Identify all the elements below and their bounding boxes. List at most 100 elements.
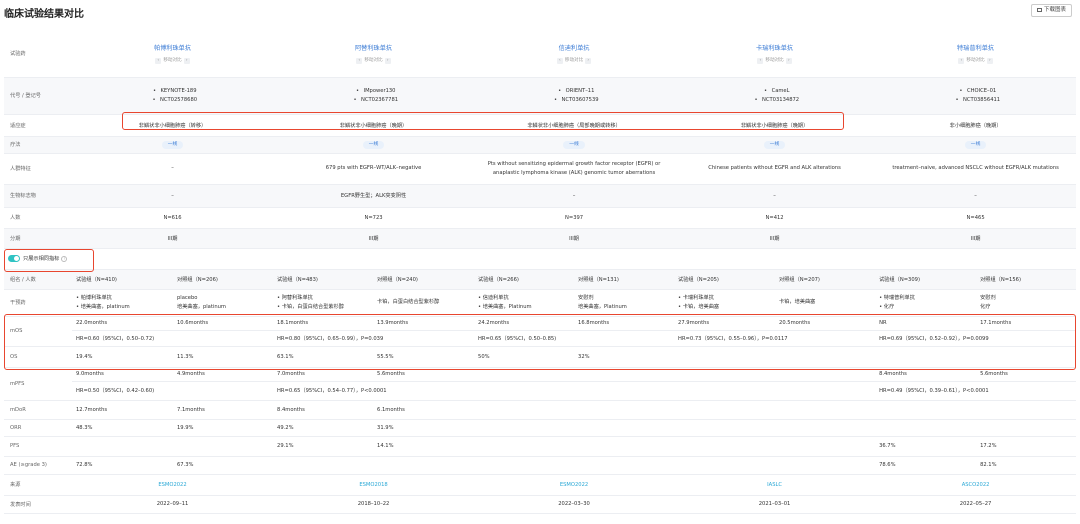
drug-name[interactable]: 阿替利珠单抗 bbox=[354, 44, 393, 52]
drug-name[interactable]: 卡瑞利珠单抗 bbox=[755, 44, 794, 52]
population-cell: – bbox=[72, 153, 274, 185]
move-right-icon[interactable]: › bbox=[585, 57, 592, 64]
pfs-cell: 36.7% bbox=[875, 436, 977, 457]
intervention-drug: • 化疗 bbox=[879, 303, 895, 310]
mdor-cell bbox=[674, 400, 776, 420]
mdor-cell: 12.7months bbox=[72, 400, 173, 420]
row-indication: 适应症 非鳞状非小细胞肺癌（转移） 非鳞状非小细胞肺癌（晚期） 非鳞状非小细胞肺癌（局… bbox=[4, 114, 1077, 137]
hr-cell: HR=0.80（95%CI，0.65–0.99），P=0.039 bbox=[273, 330, 475, 347]
row-group-label: 组名 / 人数 bbox=[4, 269, 72, 290]
row-therapy: 疗法 一线 一线 一线 一线 一线 bbox=[4, 136, 1077, 154]
move-right-icon[interactable]: › bbox=[384, 57, 391, 64]
move-left-icon[interactable]: ‹ bbox=[958, 57, 965, 64]
population-cell: Chinese patients without EGFR and ALK al… bbox=[674, 153, 876, 185]
group-cell: 对照组（N=240) bbox=[373, 269, 475, 290]
os-cell: 55.5% bbox=[373, 346, 475, 368]
bullet: • bbox=[959, 87, 963, 94]
mpfs-cell: 5.6months bbox=[373, 367, 475, 382]
biomarker-cell: – bbox=[674, 184, 876, 208]
same-metric-toggle[interactable] bbox=[8, 255, 20, 262]
mdor-cell: 7.1months bbox=[173, 400, 274, 420]
intervention-cell: 卡铂，白蛋白结合型紫杉醇 bbox=[373, 289, 475, 317]
pfs-cell bbox=[775, 436, 876, 457]
source-link[interactable]: ESMO2022 bbox=[158, 481, 187, 488]
row-mdor: mDoR 12.7months 7.1months 8.4months 6.1month… bbox=[4, 400, 1077, 420]
phase-cell: III期 bbox=[474, 228, 675, 249]
drug-name[interactable]: 特瑞普利单抗 bbox=[957, 44, 995, 52]
source-link[interactable]: ESMO2022 bbox=[559, 481, 589, 488]
hr-cell: HR=0.73（95%CI，0.55–0.96），P=0.0117 bbox=[674, 330, 876, 347]
hr-cell: HR=0.69（95%CI，0.52–0.92），P=0.0099 bbox=[875, 330, 1077, 347]
image-icon bbox=[1036, 7, 1042, 12]
therapy-cell: 一线 bbox=[273, 136, 475, 154]
row-phase-label: 分期 bbox=[4, 228, 72, 249]
intervention-drug: • 信迪利单抗 bbox=[478, 294, 509, 301]
move-right-icon[interactable]: › bbox=[183, 57, 190, 64]
mdor-cell bbox=[875, 400, 977, 420]
hr-cell bbox=[674, 381, 876, 401]
os-cell bbox=[976, 346, 1077, 368]
intervention-cell: 卡铂，培美曲塞 bbox=[775, 289, 876, 317]
row-n-label: 人数 bbox=[4, 207, 72, 229]
move-right-icon[interactable]: › bbox=[986, 57, 993, 64]
group-cell: 对照组（N=131) bbox=[574, 269, 675, 290]
mpfs-cell bbox=[574, 367, 675, 382]
group-cell: 对照组（N=156) bbox=[976, 269, 1077, 290]
move-left-icon[interactable]: ‹ bbox=[556, 57, 563, 64]
help-icon[interactable]: ? bbox=[61, 255, 68, 262]
intervention-drug: • 培美曲塞，Platinum bbox=[478, 303, 532, 310]
os-cell: 63.1% bbox=[273, 346, 374, 368]
download-chart-button[interactable]: 下载图表 bbox=[1030, 4, 1072, 17]
therapy-tag: 一线 bbox=[161, 140, 184, 149]
therapy-cell: 一线 bbox=[674, 136, 876, 154]
orr-cell: 31.9% bbox=[373, 419, 475, 437]
drug-name[interactable]: 帕博利珠单抗 bbox=[153, 44, 192, 52]
biomarker-cell: – bbox=[474, 184, 675, 208]
drug-cell: 帕博利珠单抗 ‹ 移动对比 › bbox=[72, 30, 274, 78]
move-right-icon[interactable]: › bbox=[785, 57, 792, 64]
pfs-cell bbox=[474, 436, 575, 457]
move-compare-control: ‹ 移动对比 › bbox=[755, 57, 793, 64]
row-mos-hr: HR=0.60（95%CI，0.50–0.72) HR=0.80（95%CI，0.… bbox=[4, 330, 1077, 347]
mpfs-cell: 5.6months bbox=[976, 367, 1077, 382]
source-link[interactable]: ESMO2018 bbox=[359, 481, 388, 488]
row-mdor-label: mDoR bbox=[4, 400, 72, 420]
source-link[interactable]: ASCO2022 bbox=[961, 481, 990, 488]
group-cell: 试验组（N=483) bbox=[273, 269, 374, 290]
population-text: treatment–naive, advanced NSCLC without … bbox=[892, 165, 1059, 171]
mpfs-cell: 9.0months bbox=[72, 367, 173, 382]
mos-cell: 20.5months bbox=[775, 316, 876, 331]
row-source-label: 来源 bbox=[4, 474, 72, 496]
drug-name[interactable]: 信迪利单抗 bbox=[558, 44, 590, 52]
code-cell: • CHOICE–01 • NCT03856411 bbox=[875, 77, 1077, 115]
biomarker-cell: – bbox=[875, 184, 1077, 208]
mpfs-cell bbox=[674, 367, 776, 382]
intervention-cell: 安慰剂 化疗 bbox=[976, 289, 1077, 317]
orr-cell bbox=[674, 419, 776, 437]
group-cell: 对照组（N=206) bbox=[173, 269, 274, 290]
source-cell: IASLC bbox=[674, 474, 876, 496]
ae-cell: 78.6% bbox=[875, 456, 977, 475]
trial-name: KEYNOTE-189 bbox=[160, 87, 197, 94]
move-left-icon[interactable]: ‹ bbox=[155, 57, 162, 64]
row-biomarker-label: 生物标志物 bbox=[4, 184, 72, 208]
ae-cell bbox=[775, 456, 876, 475]
date-cell: 2022–03–30 bbox=[474, 495, 675, 514]
n-cell: N=723 bbox=[273, 207, 475, 229]
trial-name: ORIENT–11 bbox=[565, 87, 595, 94]
orr-cell: 48.3% bbox=[72, 419, 173, 437]
os-cell bbox=[775, 346, 876, 368]
intervention-drug: 安慰剂 bbox=[980, 294, 996, 301]
source-link[interactable]: IASLC bbox=[767, 481, 782, 488]
move-left-icon[interactable]: ‹ bbox=[757, 57, 764, 64]
phase-cell: III期 bbox=[674, 228, 876, 249]
therapy-tag: 一线 bbox=[563, 140, 585, 149]
intervention-drug: • 卡铂，培美曲塞 bbox=[678, 303, 720, 310]
toggle-cell: 只展示相同指标? bbox=[4, 248, 1077, 270]
os-cell: 50% bbox=[474, 346, 575, 368]
population-text: Pts without sensitizing epidermal growth… bbox=[487, 160, 661, 176]
intervention-drug: 培美曲塞，platinum bbox=[177, 303, 226, 310]
move-left-icon[interactable]: ‹ bbox=[356, 57, 363, 64]
row-orr-label: ORR bbox=[4, 419, 72, 437]
row-n: 人数 N=616 N=723 N=397 N=412 N=465 bbox=[4, 207, 1077, 229]
